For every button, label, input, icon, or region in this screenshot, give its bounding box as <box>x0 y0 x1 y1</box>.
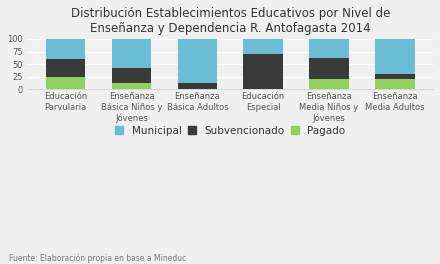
Bar <box>375 39 414 74</box>
Bar <box>309 39 349 58</box>
Bar <box>375 74 414 79</box>
Bar <box>375 79 414 89</box>
Bar <box>112 68 151 83</box>
Bar <box>243 54 283 89</box>
Bar <box>309 58 349 79</box>
Bar <box>46 39 85 59</box>
Bar <box>46 59 85 77</box>
Bar <box>243 39 283 54</box>
Bar <box>46 77 85 89</box>
Bar <box>309 79 349 89</box>
Bar <box>112 83 151 89</box>
Text: Fuente: Elaboración propia en base a Mineduc: Fuente: Elaboración propia en base a Min… <box>9 253 186 263</box>
Title: Distribución Establecimientos Educativos por Nivel de
Enseñanza y Dependencia R.: Distribución Establecimientos Educativos… <box>70 7 390 35</box>
Bar <box>178 83 217 89</box>
Bar <box>178 39 217 83</box>
Legend: Municipal, Subvencionado, Pagado: Municipal, Subvencionado, Pagado <box>115 126 345 136</box>
Bar <box>112 39 151 68</box>
